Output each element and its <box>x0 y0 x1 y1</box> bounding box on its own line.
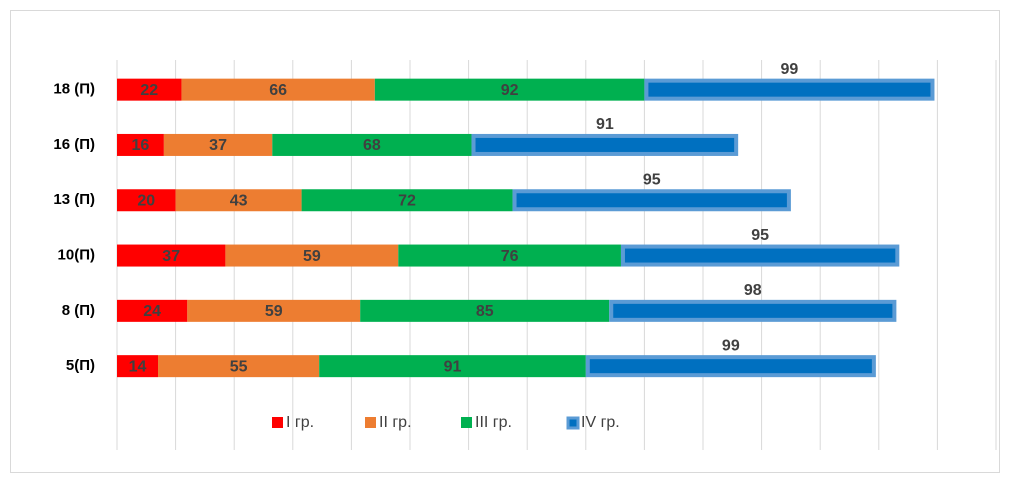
data-label: 85 <box>476 303 494 320</box>
bar-segment <box>512 189 791 212</box>
legend-label: I гр. <box>286 414 314 431</box>
data-label: 92 <box>501 82 519 99</box>
bar-segment <box>301 189 513 212</box>
bar-segment <box>117 244 226 267</box>
bar-segment <box>163 133 273 156</box>
data-label: 99 <box>722 337 740 354</box>
data-label: 98 <box>744 282 762 299</box>
data-label: 24 <box>143 303 161 320</box>
bar-segment <box>117 299 188 322</box>
data-label: 95 <box>751 227 769 244</box>
bar-segment <box>117 189 176 212</box>
legend-label: II гр. <box>379 414 412 431</box>
data-label: 55 <box>230 358 248 375</box>
data-label: 68 <box>363 137 381 154</box>
data-label: 59 <box>265 303 283 320</box>
legend-swatch <box>272 417 283 428</box>
legend-label: IV гр. <box>581 414 620 431</box>
bar-segment <box>374 78 645 101</box>
data-label: 37 <box>209 137 227 154</box>
bar-segment <box>117 355 159 378</box>
data-label: 99 <box>781 61 799 78</box>
legend-swatch <box>566 416 580 430</box>
bar-segment <box>117 133 164 156</box>
bar-segment <box>471 133 739 156</box>
bar-segment <box>319 355 586 378</box>
data-label: 43 <box>230 192 248 209</box>
category-label: 10(П) <box>58 247 95 264</box>
bar-segment <box>585 355 876 378</box>
data-label: 95 <box>643 171 661 188</box>
category-label: 5(П) <box>66 357 95 374</box>
data-label: 66 <box>269 82 287 99</box>
category-label: 13 (П) <box>53 191 95 208</box>
bar-segment <box>272 133 472 156</box>
data-label: 91 <box>596 116 614 133</box>
bar-segment <box>225 244 399 267</box>
category-label: 18 (П) <box>53 81 95 98</box>
legend-swatch <box>461 417 472 428</box>
bar-segment <box>158 355 320 378</box>
data-label: 76 <box>501 248 519 265</box>
bar-segment <box>644 78 935 101</box>
data-label: 20 <box>137 192 155 209</box>
data-label: 22 <box>140 82 158 99</box>
legend-swatch <box>365 417 376 428</box>
bar-segment <box>181 78 375 101</box>
category-label: 16 (П) <box>53 136 95 153</box>
data-label: 91 <box>444 358 462 375</box>
bar-segment <box>360 299 610 322</box>
bar-segment <box>117 78 182 101</box>
data-label: 14 <box>129 358 147 375</box>
data-label: 16 <box>132 137 150 154</box>
data-label: 72 <box>398 192 416 209</box>
bar-segment <box>620 244 900 267</box>
legend-label: III гр. <box>475 414 512 431</box>
data-label: 59 <box>303 248 321 265</box>
bar-segment <box>187 299 361 322</box>
bar-segment <box>398 244 621 267</box>
data-label: 37 <box>162 248 180 265</box>
bar-segment <box>175 189 302 212</box>
bar-segment <box>609 299 897 322</box>
category-label: 8 (П) <box>62 302 95 319</box>
